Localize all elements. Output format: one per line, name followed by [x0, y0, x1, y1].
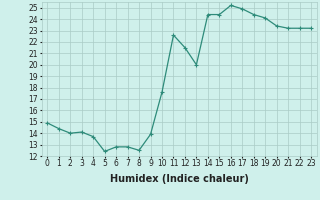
X-axis label: Humidex (Indice chaleur): Humidex (Indice chaleur) [110, 174, 249, 184]
